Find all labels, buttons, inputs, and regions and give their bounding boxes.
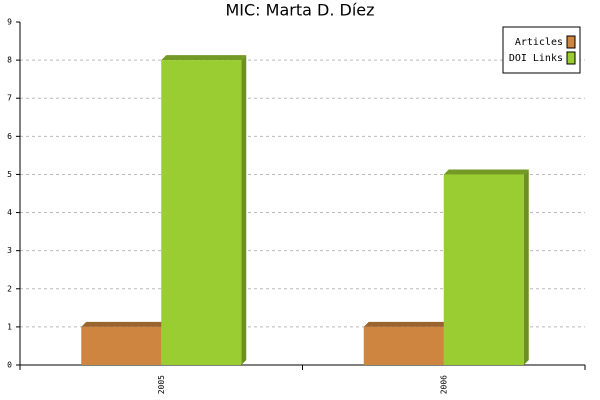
y-tick-label: 6 (7, 132, 12, 141)
bar-top (161, 55, 247, 61)
bar-side (241, 55, 247, 365)
y-tick-label: 7 (7, 94, 12, 103)
legend-box (502, 26, 581, 74)
x-tick-label: 2005 (157, 375, 166, 394)
y-tick-label: 2 (7, 284, 12, 293)
legend-swatch (566, 35, 576, 49)
legend: Articles DOI Links (502, 26, 581, 74)
bar-front (443, 174, 524, 365)
bar (443, 169, 529, 365)
y-tick-label: 3 (7, 246, 12, 255)
y-tick-label: 5 (7, 170, 12, 179)
y-tick-label: 4 (7, 208, 12, 217)
legend-label: DOI Links (509, 53, 563, 64)
bar-front (81, 326, 162, 365)
y-tick-label: 0 (7, 361, 12, 370)
chart-title: MIC: Marta D. Díez (225, 1, 374, 20)
x-tick-label: 2006 (439, 375, 448, 394)
y-tick-label: 1 (7, 322, 12, 331)
bar-top (81, 321, 167, 327)
bar-top (443, 169, 529, 175)
legend-label: Articles (515, 37, 563, 48)
y-tick-label: 8 (7, 56, 12, 65)
bar-front (161, 60, 242, 365)
bar-side (523, 169, 529, 365)
bar (363, 321, 449, 365)
bar-top (363, 321, 449, 327)
bar (161, 55, 247, 365)
y-tick-label: 9 (7, 18, 12, 27)
bar (81, 321, 167, 365)
legend-swatch (566, 51, 576, 65)
bar-front (363, 326, 444, 365)
